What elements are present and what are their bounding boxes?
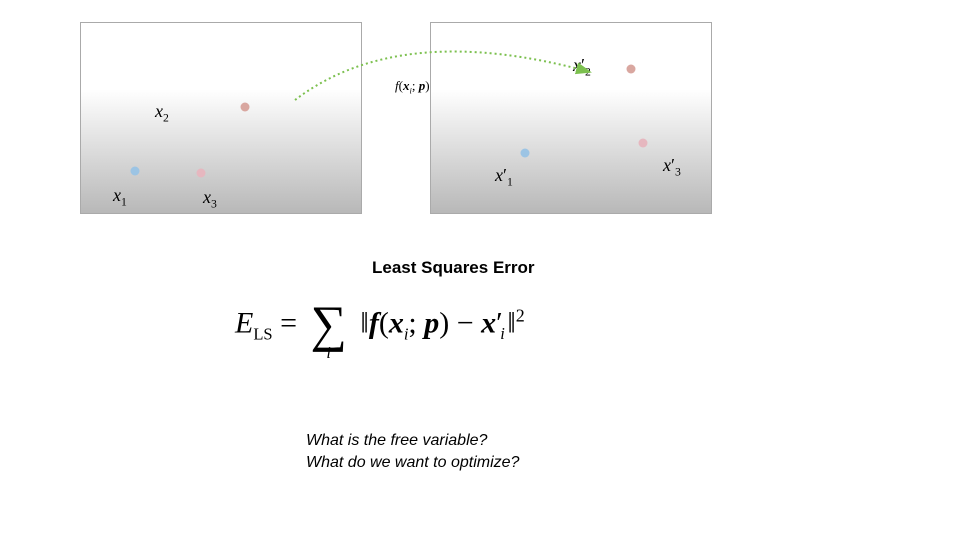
section-title: Least Squares Error bbox=[372, 258, 535, 278]
function-label: f(xi; p) bbox=[395, 78, 430, 96]
formula-norm-l: ‖ bbox=[360, 306, 368, 339]
formula-LS: LS bbox=[253, 324, 272, 343]
questions: What is the free variable? What do we wa… bbox=[306, 430, 519, 473]
formula-sum-index: i bbox=[326, 343, 331, 363]
formula-E: E bbox=[235, 306, 253, 339]
formula-sq: 2 bbox=[516, 305, 525, 325]
formula-paren-r: ) bbox=[439, 306, 449, 339]
slide: x1x2x3 x′1x′2x′3 f(xi; p) Least Squares … bbox=[0, 0, 960, 540]
question-1: What is the free variable? bbox=[306, 430, 519, 452]
formula-p: p bbox=[424, 306, 439, 339]
formula-norm-r: ‖ bbox=[507, 306, 515, 339]
formula-semi: ; bbox=[408, 306, 424, 339]
formula-f: f bbox=[369, 306, 379, 339]
formula-minus: − bbox=[449, 306, 481, 339]
mapping-arrow bbox=[0, 0, 960, 250]
formula-xp: x bbox=[481, 306, 496, 339]
least-squares-formula: ELS = ∑i ‖f(xi; p) − x′i‖2 bbox=[235, 300, 525, 351]
formula-paren-l: ( bbox=[379, 306, 389, 339]
question-2: What do we want to optimize? bbox=[306, 452, 519, 474]
formula-eq: = bbox=[273, 306, 305, 339]
formula-ip: i bbox=[500, 324, 505, 343]
formula-x: x bbox=[389, 306, 404, 339]
